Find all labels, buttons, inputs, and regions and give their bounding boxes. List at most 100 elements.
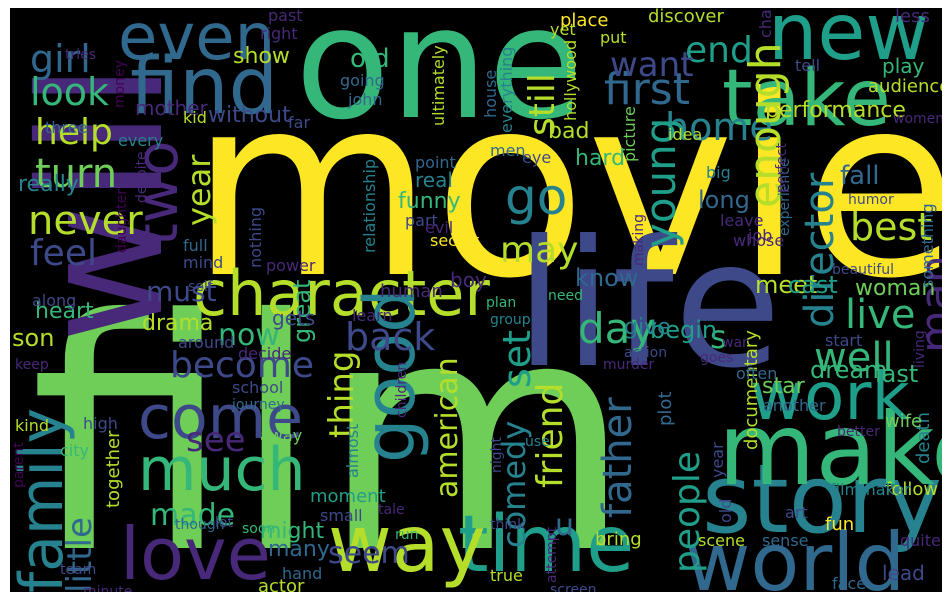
cloud-word-around: around	[178, 333, 235, 352]
cloud-word-whose: whose	[733, 231, 785, 250]
cloud-word-put: put	[600, 28, 627, 47]
cloud-word-cast: cast	[788, 271, 838, 299]
cloud-word-play: play	[882, 54, 925, 78]
cloud-word-screen: screen	[550, 582, 597, 592]
cloud-word-turn: turn	[35, 151, 118, 197]
cloud-word-must: must	[146, 275, 217, 308]
cloud-word-moment: moment	[310, 486, 386, 507]
cloud-word-better: better	[837, 424, 880, 440]
cloud-word-group: group	[490, 312, 531, 328]
cloud-word-s: s	[710, 318, 727, 356]
cloud-word-real: real	[415, 168, 453, 192]
cloud-word-fall: fall	[840, 161, 880, 191]
cloud-word-set: set	[495, 329, 539, 388]
word-cloud: moviefilmonelifewillstorymaketimewayworl…	[10, 8, 942, 592]
cloud-word-actor: actor	[258, 576, 305, 593]
cloud-word-american: american	[430, 357, 465, 498]
cloud-word-night: night	[489, 436, 505, 473]
cloud-word-time: time	[458, 500, 635, 590]
cloud-word-year2: year	[708, 442, 727, 478]
cloud-word-minute: minute	[83, 584, 133, 592]
cloud-word-first: first	[604, 64, 690, 115]
cloud-word-director: director	[797, 172, 843, 328]
cloud-word-back: back	[345, 315, 436, 359]
cloud-word-daughter: daughter	[114, 189, 130, 253]
cloud-word-tell: tell	[795, 56, 821, 75]
cloud-word-bring: bring	[595, 529, 642, 550]
cloud-word-follow: follow	[885, 479, 939, 500]
cloud-word-feel: feel	[30, 233, 97, 274]
cloud-word-may: may	[500, 230, 579, 271]
cloud-word-going: going	[340, 71, 385, 90]
cloud-word-right: right	[260, 24, 298, 43]
cloud-word-seem: seem	[328, 536, 410, 571]
cloud-word-see: see	[186, 420, 246, 460]
cloud-word-tale: tale	[378, 502, 405, 518]
cloud-word-much: much	[138, 435, 306, 505]
cloud-word-never: never	[28, 198, 143, 244]
cloud-word-less: less	[895, 8, 930, 27]
cloud-word-made: made	[150, 498, 236, 533]
cloud-word-job: job	[748, 226, 773, 245]
cloud-word-far: far	[288, 113, 311, 132]
cloud-word-work: work	[750, 358, 910, 435]
cloud-word-way: way	[328, 500, 486, 590]
cloud-word-men: men	[490, 141, 526, 160]
cloud-word-big: big	[706, 163, 731, 182]
cloud-word-despite: despite	[134, 151, 150, 203]
cloud-word-boy: boy	[450, 268, 487, 292]
cloud-word-relationship: relationship	[360, 158, 379, 253]
cloud-word-new: new	[768, 8, 930, 78]
cloud-word-mind: mind	[183, 253, 224, 272]
cloud-word-idea: idea	[668, 125, 703, 144]
cloud-word-day: day	[578, 304, 656, 353]
cloud-word-humor: humor	[848, 192, 894, 208]
cloud-word-mother: mother	[135, 96, 208, 120]
cloud-word-best: best	[850, 205, 933, 249]
cloud-word-plot: plot	[655, 391, 676, 427]
cloud-word-end: end	[685, 30, 753, 71]
cloud-word-dream: dream	[810, 356, 888, 384]
cloud-word-murder: murder	[603, 357, 655, 373]
cloud-word-decide: decide	[238, 344, 292, 363]
cloud-word-old2: old	[716, 498, 735, 523]
cloud-word-learn: learn	[352, 306, 393, 325]
cloud-word-hollywood: hollywood	[561, 39, 580, 121]
cloud-word-sense: sense	[762, 531, 809, 550]
cloud-word-live: live	[845, 292, 916, 338]
cloud-word-make: make	[718, 391, 942, 508]
cloud-word-need: need	[548, 288, 583, 304]
cloud-word-people: people	[667, 450, 708, 573]
cloud-word-part: part	[405, 211, 438, 230]
cloud-word-think: think	[490, 517, 526, 533]
cloud-word-film: film	[30, 252, 633, 592]
cloud-word-really: really	[18, 172, 79, 197]
cloud-word-often: often	[736, 364, 778, 383]
cloud-word-plan: plan	[486, 295, 517, 311]
cloud-word-girl: girl	[30, 37, 91, 81]
cloud-word-living: living	[912, 330, 928, 368]
cloud-word-gets: gets	[272, 306, 316, 330]
cloud-word-give: give	[624, 315, 671, 340]
cloud-word-quite: quite	[900, 531, 941, 550]
cloud-word-old: old	[350, 44, 390, 74]
cloud-word-hard: hard	[575, 146, 626, 171]
cloud-word-many: many	[268, 537, 330, 562]
cloud-word-last: last	[875, 360, 919, 388]
cloud-word-leave: leave	[720, 211, 764, 230]
cloud-word-face: face	[832, 574, 867, 592]
cloud-word-discover: discover	[648, 8, 724, 27]
cloud-word-character: character	[193, 257, 490, 330]
cloud-word-come: come	[138, 383, 304, 453]
cloud-word-run: run	[395, 527, 419, 543]
cloud-word-action: action	[624, 345, 668, 361]
cloud-word-bad: bad	[548, 119, 590, 144]
cloud-word-small: small	[320, 506, 363, 525]
cloud-word-funny: funny	[398, 189, 461, 214]
cloud-word-begin: begin	[650, 316, 718, 344]
cloud-word-along: along	[32, 291, 77, 310]
cloud-word-long: long	[698, 186, 750, 214]
cloud-word-children: children	[394, 361, 410, 418]
cloud-word-high: high	[83, 414, 118, 433]
